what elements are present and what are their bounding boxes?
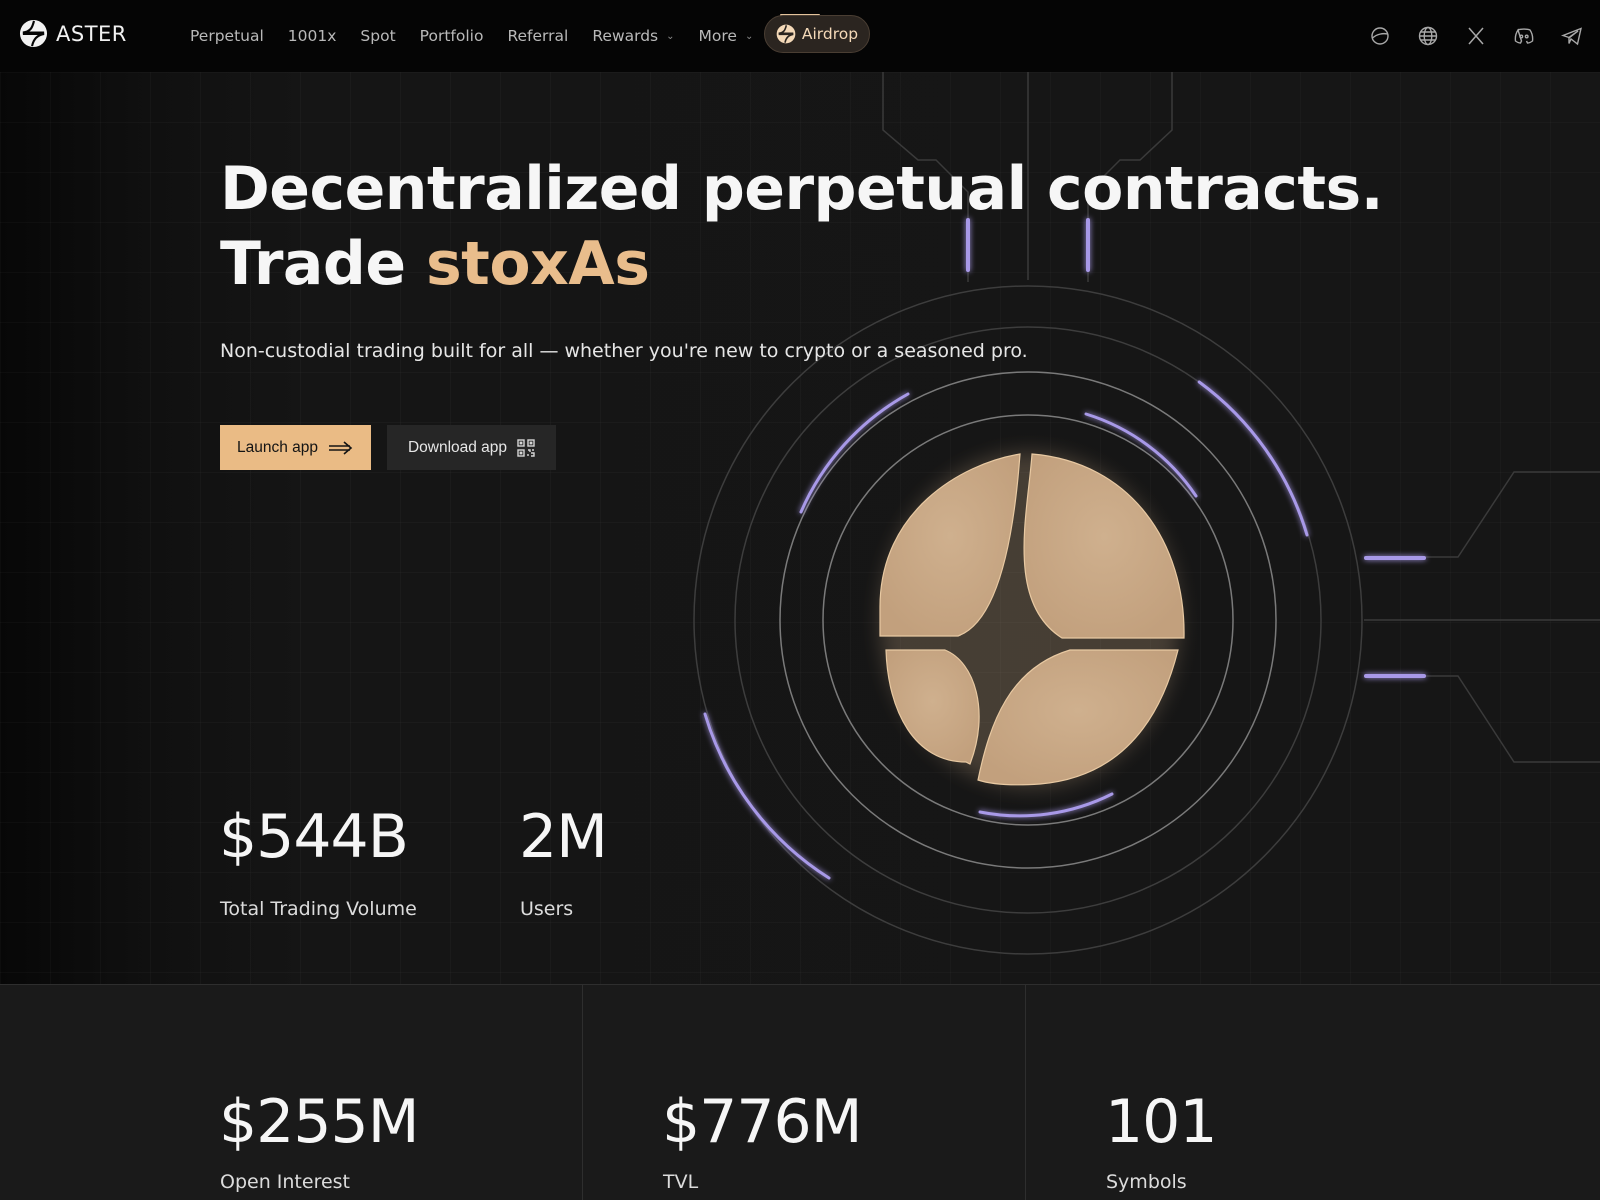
nav-referral-label: Referral (507, 27, 569, 45)
headline-line-2: Trade stoxAs (220, 227, 1383, 302)
headline-accent: stoxAs (425, 229, 650, 299)
chevron-down-icon: ⌄ (666, 30, 675, 42)
qr-code-icon (517, 438, 535, 457)
hero-subhead: Non-custodial trading built for all — wh… (220, 340, 1028, 362)
airdrop-button[interactable]: Airdrop (764, 15, 870, 53)
download-app-label: Download app (407, 438, 508, 456)
background-grid (0, 72, 1600, 984)
nav-rewards-label: Rewards (592, 27, 659, 45)
stats-divider (582, 985, 583, 1200)
stat-tvl-value: $776M (662, 1087, 862, 1157)
main-menu: Perpetual 1001x Spot Portfolio Referral … (190, 0, 777, 72)
stat-symbols-label: Symbols (1106, 1171, 1187, 1193)
nav-referral[interactable]: Referral (507, 27, 568, 45)
stat-open-interest-value: $255M (219, 1087, 419, 1157)
stat-users-label: Users (520, 898, 574, 920)
stats-divider (1025, 985, 1026, 1200)
globe-icon[interactable] (1416, 24, 1440, 48)
stat-users-value: 2M (519, 802, 608, 872)
nav-perpetual-label: Perpetual (190, 27, 264, 45)
stats-section: $255M Open Interest $776M TVL 101 Symbol… (0, 984, 1600, 1200)
brand-name: ASTER (56, 21, 127, 46)
top-nav: ASTER Perpetual 1001x Spot Portfolio Ref… (0, 0, 1600, 72)
nav-portfolio-label: Portfolio (419, 27, 484, 45)
social-links (1368, 0, 1584, 72)
headline-prefix: Trade (220, 229, 426, 299)
nav-1001x-label: 1001x (287, 27, 337, 45)
headline-line-1: Decentralized perpetual contracts. (220, 154, 1384, 224)
nav-spot-label: Spot (360, 27, 396, 45)
nav-spot[interactable]: Spot (360, 27, 395, 45)
nav-portfolio[interactable]: Portfolio (420, 27, 484, 45)
stat-tvl-label: TVL (663, 1171, 699, 1193)
hero-section: Decentralized perpetual contracts. Trade… (0, 72, 1600, 984)
brand-logo[interactable]: ASTER (19, 19, 127, 48)
aster-logo-icon (776, 24, 796, 44)
planet-icon[interactable] (1368, 24, 1392, 48)
nav-more[interactable]: More ⌄ (699, 27, 754, 45)
chevron-down-icon: ⌄ (744, 30, 754, 42)
launch-app-button[interactable]: Launch app (220, 425, 371, 470)
nav-perpetual[interactable]: Perpetual (190, 27, 264, 45)
airdrop-label: Airdrop (801, 25, 859, 43)
aster-rings-illustration (693, 72, 1600, 955)
discord-icon[interactable] (1512, 24, 1536, 48)
launch-app-label: Launch app (236, 438, 319, 456)
arrow-right-icon (329, 440, 353, 455)
x-icon[interactable] (1464, 24, 1488, 48)
stat-symbols-value: 101 (1105, 1087, 1218, 1157)
nav-rewards[interactable]: Rewards ⌄ (592, 27, 674, 45)
stat-trading-volume-value: $544B (219, 802, 409, 872)
nav-1001x[interactable]: 1001x (288, 27, 337, 45)
telegram-icon[interactable] (1560, 24, 1584, 48)
stat-trading-volume-label: Total Trading Volume (220, 898, 417, 920)
hero-headline: Decentralized perpetual contracts. Trade… (220, 152, 1384, 302)
aster-logo-icon (19, 19, 48, 48)
nav-more-label: More (698, 27, 737, 45)
stat-open-interest-label: Open Interest (220, 1171, 351, 1193)
download-app-button[interactable]: Download app (387, 425, 556, 470)
